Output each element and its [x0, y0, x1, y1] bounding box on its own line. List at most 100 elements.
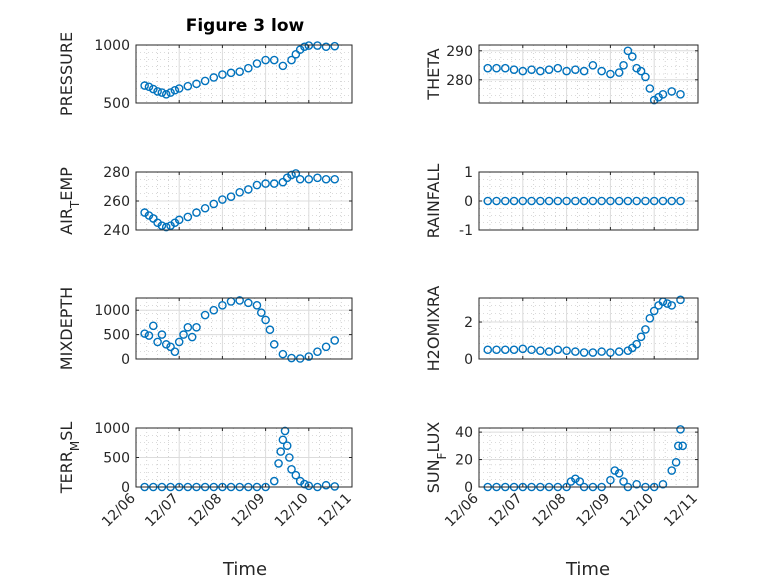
data-point	[579, 348, 589, 357]
data-point	[544, 347, 554, 356]
y-tick-label: 280	[446, 73, 473, 89]
data-point	[252, 59, 262, 68]
y-axis-label: THETA	[424, 48, 443, 100]
data-point	[518, 196, 528, 206]
data-point	[287, 464, 296, 474]
data-point	[632, 196, 641, 206]
data-point	[280, 426, 290, 436]
data-point	[597, 196, 606, 206]
data-point	[500, 63, 510, 73]
data-point	[144, 331, 154, 340]
y-tick-label: 2	[464, 315, 473, 331]
data-point	[209, 199, 219, 209]
data-point	[300, 479, 309, 489]
data-point	[153, 337, 162, 347]
data-point	[218, 70, 227, 79]
data-point	[166, 88, 175, 97]
data-point	[192, 322, 201, 332]
data-point	[509, 65, 519, 74]
y-axis-label: AIRTEMP	[57, 167, 82, 235]
subplot-h2omixra: 0 2 H2OMIXRA	[424, 286, 699, 371]
data-point	[287, 55, 296, 65]
axes-box	[478, 44, 699, 104]
data-point	[244, 63, 253, 73]
data-point	[658, 90, 668, 99]
y-tick-label: 240	[103, 223, 130, 239]
y-tick-label: 1	[464, 165, 473, 181]
data-point	[200, 76, 210, 86]
data-point	[483, 196, 493, 206]
data-point	[606, 69, 615, 79]
data-point	[252, 301, 262, 310]
data-point	[157, 330, 167, 339]
data-point	[492, 196, 501, 206]
data-point	[269, 55, 279, 65]
y-tick-label: 500	[103, 451, 130, 467]
data-point	[321, 480, 331, 490]
data-point	[218, 195, 227, 204]
y-tick-label: 1000	[94, 38, 130, 54]
data-point	[157, 88, 167, 97]
data-point	[313, 41, 322, 50]
data-point	[282, 441, 292, 451]
data-point	[330, 482, 340, 491]
data-point	[500, 196, 510, 206]
data-point	[291, 470, 301, 480]
data-point	[244, 298, 253, 308]
data-point	[614, 196, 624, 206]
data-point	[192, 79, 201, 89]
y-tick-label: 20	[455, 453, 473, 469]
data-point	[269, 476, 279, 486]
data-point	[244, 185, 253, 194]
data-point	[483, 345, 493, 355]
data-point	[483, 63, 493, 73]
data-point	[330, 174, 340, 184]
data-point	[278, 61, 288, 71]
data-point	[566, 477, 576, 486]
data-point	[628, 52, 637, 61]
y-tick-label: 500	[103, 328, 130, 344]
data-point	[287, 170, 296, 180]
data-point	[291, 49, 301, 59]
data-point	[200, 203, 210, 213]
data-point	[140, 329, 149, 338]
y-tick-label: 0	[121, 480, 130, 496]
data-point	[649, 196, 659, 206]
data-point	[536, 196, 545, 206]
data-point	[330, 336, 340, 345]
data-point	[291, 169, 301, 178]
y-axis-label: MIXDEPTH	[57, 287, 76, 370]
data-point	[256, 308, 266, 317]
data-point	[641, 325, 650, 334]
data-point	[235, 187, 244, 197]
y-tick-label: 290	[446, 44, 473, 60]
axes-box	[135, 44, 353, 104]
data-point	[649, 306, 659, 316]
data-point	[218, 301, 227, 310]
subplot-mixdepth: 0 500 1000 MIXDEPTH	[57, 287, 353, 370]
data-point	[304, 352, 314, 361]
y-tick-label: -1	[459, 223, 473, 239]
data-point	[673, 441, 683, 451]
data-point	[174, 337, 184, 347]
y-tick-label: 500	[103, 96, 130, 112]
y-tick-label: 0	[464, 194, 473, 210]
data-point	[276, 447, 286, 456]
subplot-pressure: 500 1000 PRESSURE	[57, 32, 353, 116]
data-point	[278, 177, 288, 187]
data-point	[209, 73, 219, 82]
data-point	[619, 61, 628, 70]
data-point	[269, 179, 279, 188]
data-point	[144, 82, 154, 92]
data-point	[597, 66, 606, 76]
data-point	[518, 66, 528, 76]
data-point	[226, 192, 236, 201]
data-point	[269, 340, 279, 349]
data-point	[636, 332, 646, 342]
data-point	[606, 475, 615, 485]
data-point	[571, 196, 580, 206]
data-point	[187, 332, 197, 342]
y-axis-label: PRESSURE	[57, 32, 76, 116]
